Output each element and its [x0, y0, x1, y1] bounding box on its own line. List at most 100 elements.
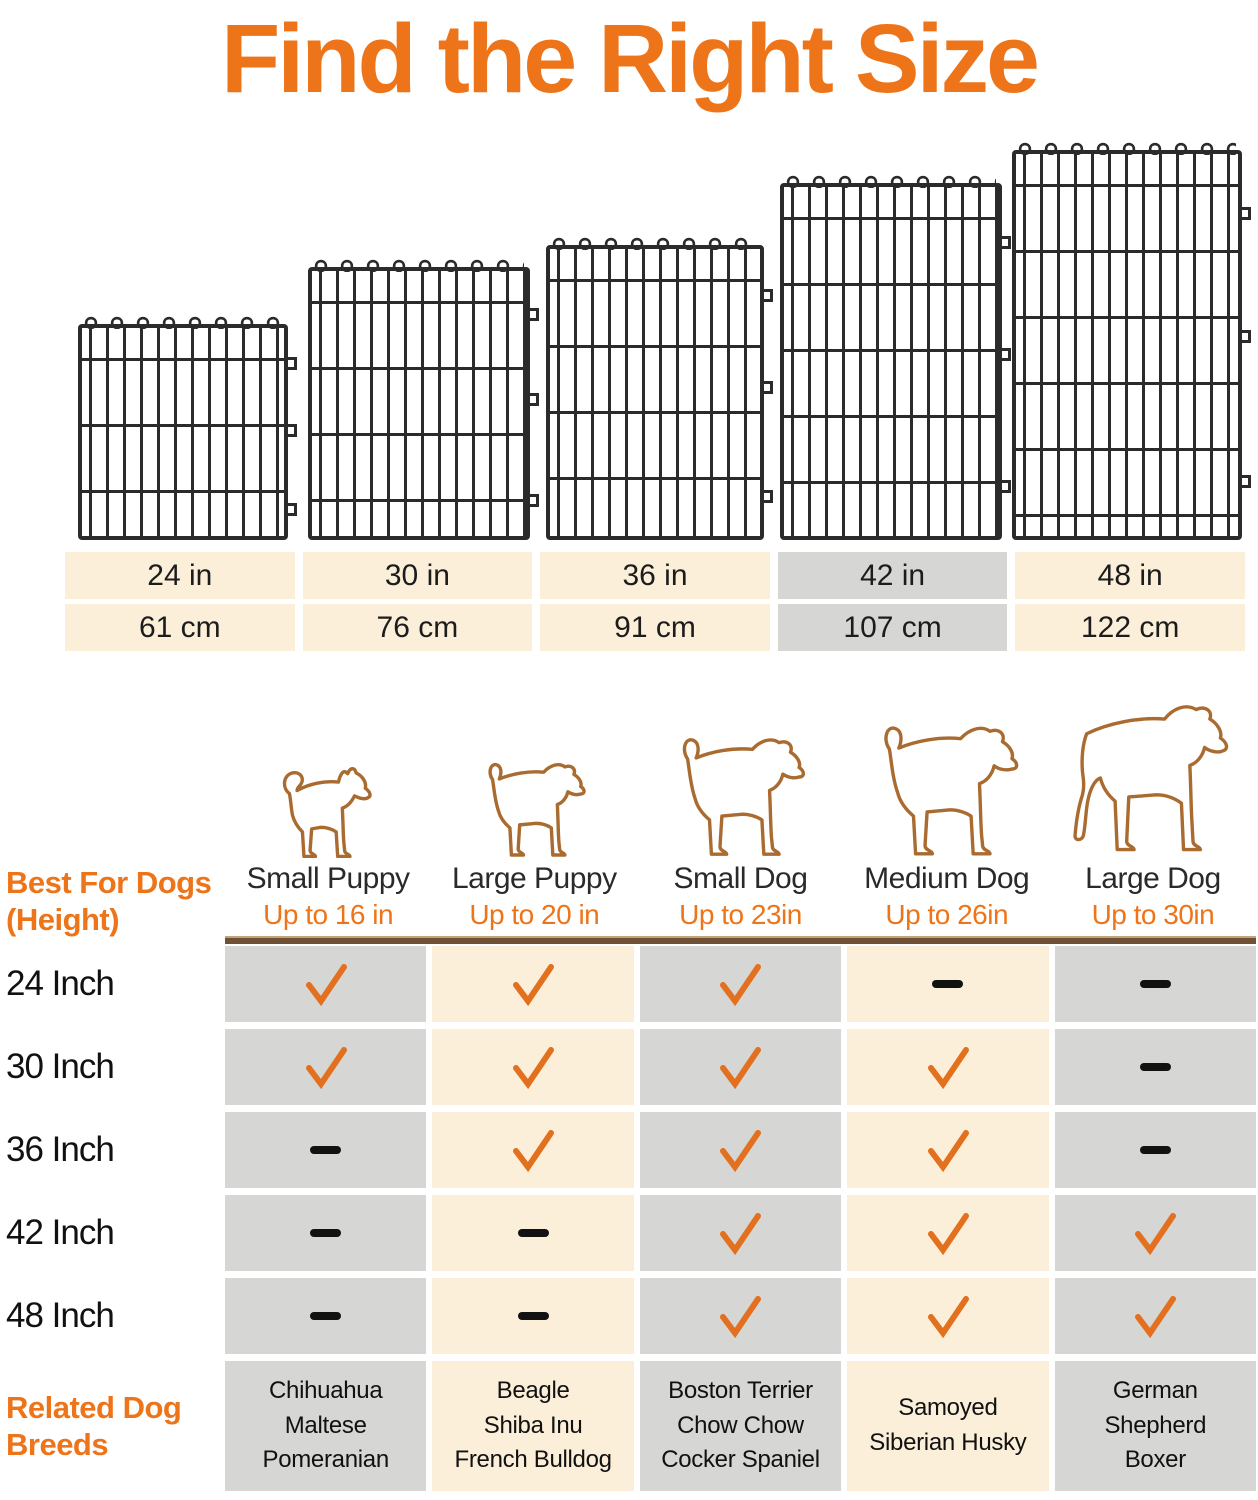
panel-latch-icon: [999, 347, 1011, 361]
dash-icon: [517, 1229, 549, 1237]
check-icon: [720, 964, 762, 1007]
dog-silhouettes-row: [225, 660, 1256, 858]
size-inches-36: 36 in: [540, 552, 770, 599]
check-icon: [513, 1047, 555, 1090]
matrix-row-label-30-inch: 30 Inch: [0, 1029, 219, 1105]
dog-size-name: Large Puppy: [451, 862, 617, 895]
panel-latch-icon: [761, 490, 773, 504]
dog-size-name: Medium Dog: [864, 862, 1030, 895]
dog-size-header-3: Small Dog Up to 23in: [637, 862, 843, 931]
breed-name: Chow Chow: [677, 1411, 804, 1439]
matrix-cell-24-col1: [225, 946, 427, 1022]
breeds-cell-col3: Boston Terrier Chow Chow Cocker Spaniel: [639, 1361, 842, 1491]
dash-icon: [310, 1229, 342, 1237]
breeds-cell-col4: Samoyed Siberian Husky: [847, 1361, 1049, 1491]
panel-latch-icon: [761, 381, 773, 395]
crate-panel-48-image: [1012, 142, 1251, 540]
dog-size-headers: Small Puppy Up to 16 in Large Puppy Up to 2…: [225, 862, 1256, 931]
crate-panels-row: [65, 120, 1251, 540]
page-title: Find the Right Size: [221, 4, 1040, 113]
matrix-cell-48-col3: [639, 1278, 842, 1354]
size-cm-36: 91 cm: [540, 604, 770, 651]
matrix-cell-36-col1: [225, 1112, 427, 1188]
crate-panel-cell-24: [78, 316, 297, 540]
size-inches-42: 42 in: [777, 552, 1008, 599]
matrix-cell-30-col5: [1054, 1029, 1256, 1105]
dash-icon: [932, 980, 964, 988]
matrix-cell-42-col2: [432, 1195, 634, 1271]
matrix-cell-36-col2: [432, 1112, 634, 1188]
panel-latch-icon: [285, 357, 297, 371]
size-cm-48: 122 cm: [1015, 604, 1245, 651]
matrix-cell-48-col2: [432, 1278, 634, 1354]
check-icon: [720, 1130, 762, 1173]
check-icon: [305, 1047, 347, 1090]
crate-panel-cell-42: [780, 175, 1011, 540]
size-inches-48: 48 in: [1015, 552, 1245, 599]
breed-name: Boxer: [1124, 1446, 1187, 1474]
matrix-cell-48-col4: [847, 1278, 1049, 1354]
dog-size-header-2: Large Puppy Up to 20 in: [431, 862, 637, 931]
matrix-cell-42-col5: [1054, 1195, 1256, 1271]
breed-name: Chihuahua: [268, 1376, 383, 1404]
breed-name: Boston Terrier: [668, 1376, 813, 1404]
dog-silhouette-large-dog-icon: [1053, 678, 1253, 858]
breed-name: Pomeranian: [262, 1446, 389, 1474]
crate-panel-cell-48: [1012, 142, 1251, 540]
crate-panel-42-image: [780, 175, 1011, 540]
check-icon: [1135, 1296, 1177, 1339]
crate-panel-36-image: [546, 237, 773, 540]
breed-name: French Bulldog: [454, 1446, 612, 1474]
check-icon: [513, 1130, 555, 1173]
crate-panel-24-image: [78, 316, 297, 540]
matrix-row-label-24-inch: 24 Inch: [0, 946, 219, 1022]
matrix-cell-42-col1: [225, 1195, 427, 1271]
dash-icon: [1139, 980, 1171, 988]
related-breeds-line2: Breeds: [6, 1427, 109, 1462]
dog-size-header-1: Small Puppy Up to 16 in: [225, 862, 431, 931]
dash-icon: [310, 1146, 342, 1154]
compatibility-matrix: 24 Inch 30 Inch 36 Inch 42 Inch 48 Inch Relat…: [0, 946, 1256, 1491]
matrix-cell-36-col4: [847, 1112, 1049, 1188]
panel-latch-icon: [285, 502, 297, 516]
breed-name: Shiba Inu: [483, 1411, 583, 1439]
panel-latch-icon: [1239, 474, 1251, 488]
dash-icon: [517, 1312, 549, 1320]
panel-latch-icon: [761, 289, 773, 303]
panel-latch-icon: [999, 235, 1011, 249]
size-table: 24 in 30 in 36 in 42 in 48 in 61 cm 76 cm 91 cm…: [65, 552, 1245, 651]
breed-name: Samoyed: [898, 1394, 998, 1422]
dog-size-name: Large Dog: [1085, 862, 1221, 895]
matrix-cell-30-col3: [639, 1029, 842, 1105]
matrix-row-label-42-inch: 42 Inch: [0, 1195, 219, 1271]
best-for-dogs-line1: Best For Dogs: [6, 865, 212, 900]
check-icon: [720, 1047, 762, 1090]
size-cm-24: 61 cm: [65, 604, 295, 651]
breeds-cell-col5: German Shepherd Boxer: [1054, 1361, 1256, 1491]
check-icon: [513, 964, 555, 1007]
matrix-cell-24-col5: [1054, 946, 1256, 1022]
breed-name: Cocker Spaniel: [661, 1446, 820, 1474]
best-for-dogs-label: Best For Dogs (Height): [6, 864, 212, 938]
matrix-cell-24-col4: [847, 946, 1049, 1022]
dog-silhouette-small-dog-icon: [659, 710, 821, 858]
matrix-cell-30-col2: [432, 1029, 634, 1105]
check-icon: [1135, 1213, 1177, 1256]
dog-size-name: Small Puppy: [246, 862, 410, 895]
size-inches-24: 24 in: [65, 552, 295, 599]
matrix-cell-24-col3: [639, 946, 842, 1022]
panel-latch-icon: [1239, 329, 1251, 343]
check-icon: [927, 1296, 969, 1339]
dog-max-height: Up to 16 in: [263, 899, 394, 930]
panel-latch-icon: [285, 423, 297, 437]
breeds-cell-col2: Beagle Shiba Inu French Bulldog: [432, 1361, 634, 1491]
panel-latch-icon: [999, 480, 1011, 494]
panel-latch-icon: [527, 308, 539, 322]
dog-max-height: Up to 20 in: [469, 899, 600, 930]
check-icon: [305, 964, 347, 1007]
dog-size-header-5: Large Dog Up to 30in: [1050, 862, 1256, 931]
related-breeds-line1: Related Dog: [6, 1389, 182, 1425]
matrix-cell-48-col1: [225, 1278, 427, 1354]
header-divider-bar: [225, 936, 1256, 944]
